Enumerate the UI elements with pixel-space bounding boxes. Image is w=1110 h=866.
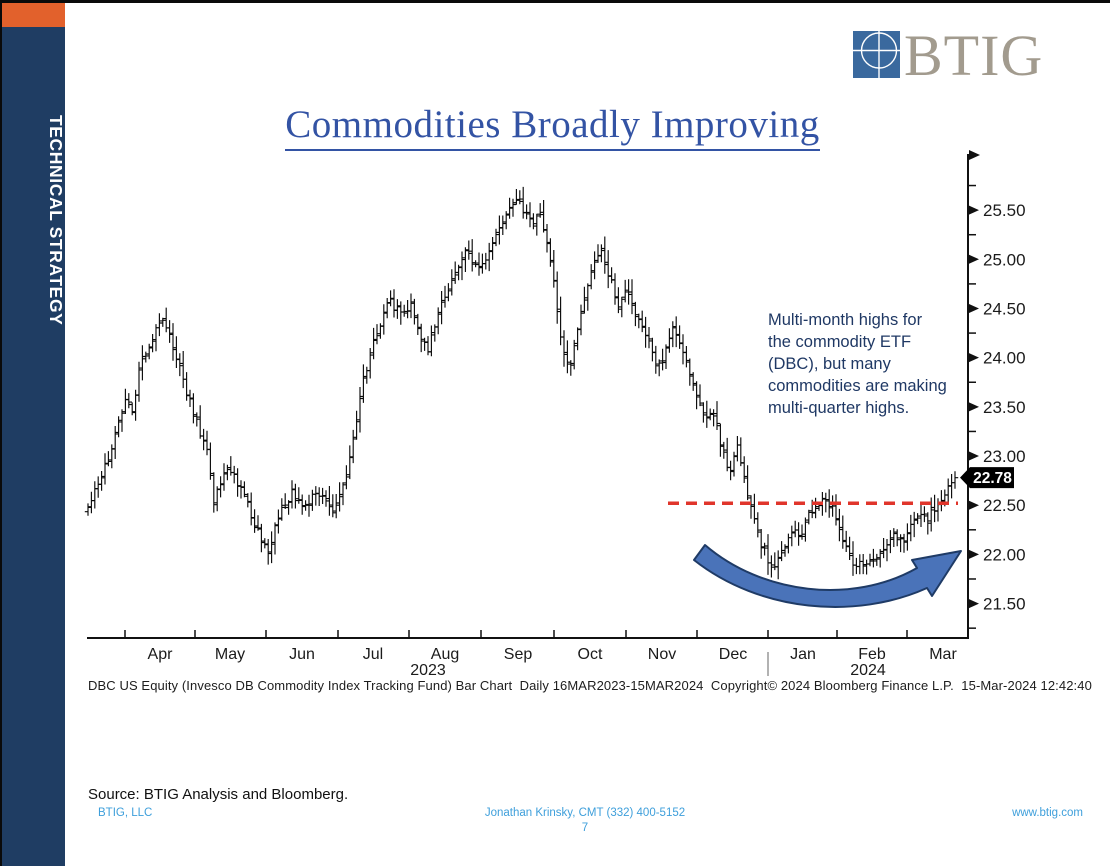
y-tick-label: 23.00	[983, 447, 1026, 466]
last-price-tag	[960, 467, 1014, 489]
axis-top-arrow-icon	[969, 150, 980, 160]
x-month-label: Oct	[578, 646, 603, 663]
y-major-tick-icon	[969, 353, 979, 363]
sidebar-title: TECHNICAL STRATEGY	[2, 115, 66, 635]
y-tick-label: 22.00	[983, 545, 1026, 564]
footer-contact: Jonathan Krinsky, CMT (332) 400-5152	[484, 807, 686, 819]
btig-logo-text: BTIG	[904, 23, 1044, 88]
y-major-tick-icon	[969, 500, 979, 510]
page-number: 7	[581, 822, 589, 834]
annotation-line: the commodity ETF	[768, 333, 912, 351]
x-month-label: Jan	[790, 646, 816, 663]
price-chart: 25.50 25.00 24.50 24.00 23.50 23.00 22.50 22.00…	[84, 150, 1026, 679]
y-tick-label: 25.00	[983, 250, 1026, 269]
top-border	[0, 0, 1110, 3]
y-tick-label: 24.50	[983, 299, 1026, 318]
page-title: Commodities Broadly Improving	[0, 102, 1105, 151]
y-tick-label: 23.50	[983, 398, 1026, 417]
x-month-label: Nov	[648, 646, 676, 663]
source-line: Source: BTIG Analysis and Bloomberg.	[88, 786, 349, 803]
annotation-line: (DBC), but many	[768, 355, 891, 373]
btig-logo-mark-icon	[853, 31, 900, 83]
rounding-bottom-arrow-icon	[693, 544, 962, 608]
x-month-label: Apr	[148, 646, 174, 663]
x-month-label: Sep	[504, 646, 533, 663]
x-month-label: Dec	[719, 646, 747, 663]
x-month-label: Jun	[289, 646, 315, 663]
last-price-label: 22.78	[973, 470, 1012, 487]
x-month-label: Feb	[858, 646, 886, 663]
footer-website-link[interactable]: www.btig.com	[1012, 807, 1083, 819]
y-major-tick-icon	[969, 402, 979, 412]
x-year-label: 2024	[850, 662, 886, 679]
chart-annotation: Multi-month highs for the commodity ETF …	[768, 309, 978, 419]
y-major-tick-icon	[969, 451, 979, 461]
sidebar-title-text: TECHNICAL STRATEGY	[46, 115, 66, 326]
y-major-tick-icon	[969, 205, 979, 215]
footer-company: BTIG, LLC	[98, 807, 153, 819]
y-tick-label: 22.50	[983, 496, 1026, 515]
sidebar-accent-block	[2, 3, 65, 27]
annotation-line: multi-quarter highs.	[768, 399, 910, 417]
y-major-tick-icon	[969, 549, 979, 559]
annotation-line: Multi-month highs for	[768, 311, 923, 329]
x-month-label: Mar	[929, 646, 957, 663]
y-major-tick-icon	[969, 303, 979, 313]
y-tick-label: 21.50	[983, 595, 1026, 614]
bloomberg-caption: DBC US Equity (Invesco DB Commodity Inde…	[88, 678, 1092, 693]
x-month-label: Aug	[431, 646, 459, 663]
y-major-tick-icon	[969, 254, 979, 264]
left-border	[0, 0, 2, 866]
btig-logo: BTIG	[853, 23, 1044, 88]
x-month-label: Jul	[363, 646, 383, 663]
sidebar: TECHNICAL STRATEGY	[2, 3, 66, 866]
x-month-label: May	[215, 646, 245, 663]
y-major-tick-icon	[969, 599, 979, 609]
y-tick-label: 24.00	[983, 349, 1026, 368]
y-tick-label: 25.50	[983, 201, 1026, 220]
ohlc-bars	[84, 186, 959, 580]
annotation-line: commodities are making	[768, 377, 947, 395]
x-year-label: 2023	[410, 662, 446, 679]
